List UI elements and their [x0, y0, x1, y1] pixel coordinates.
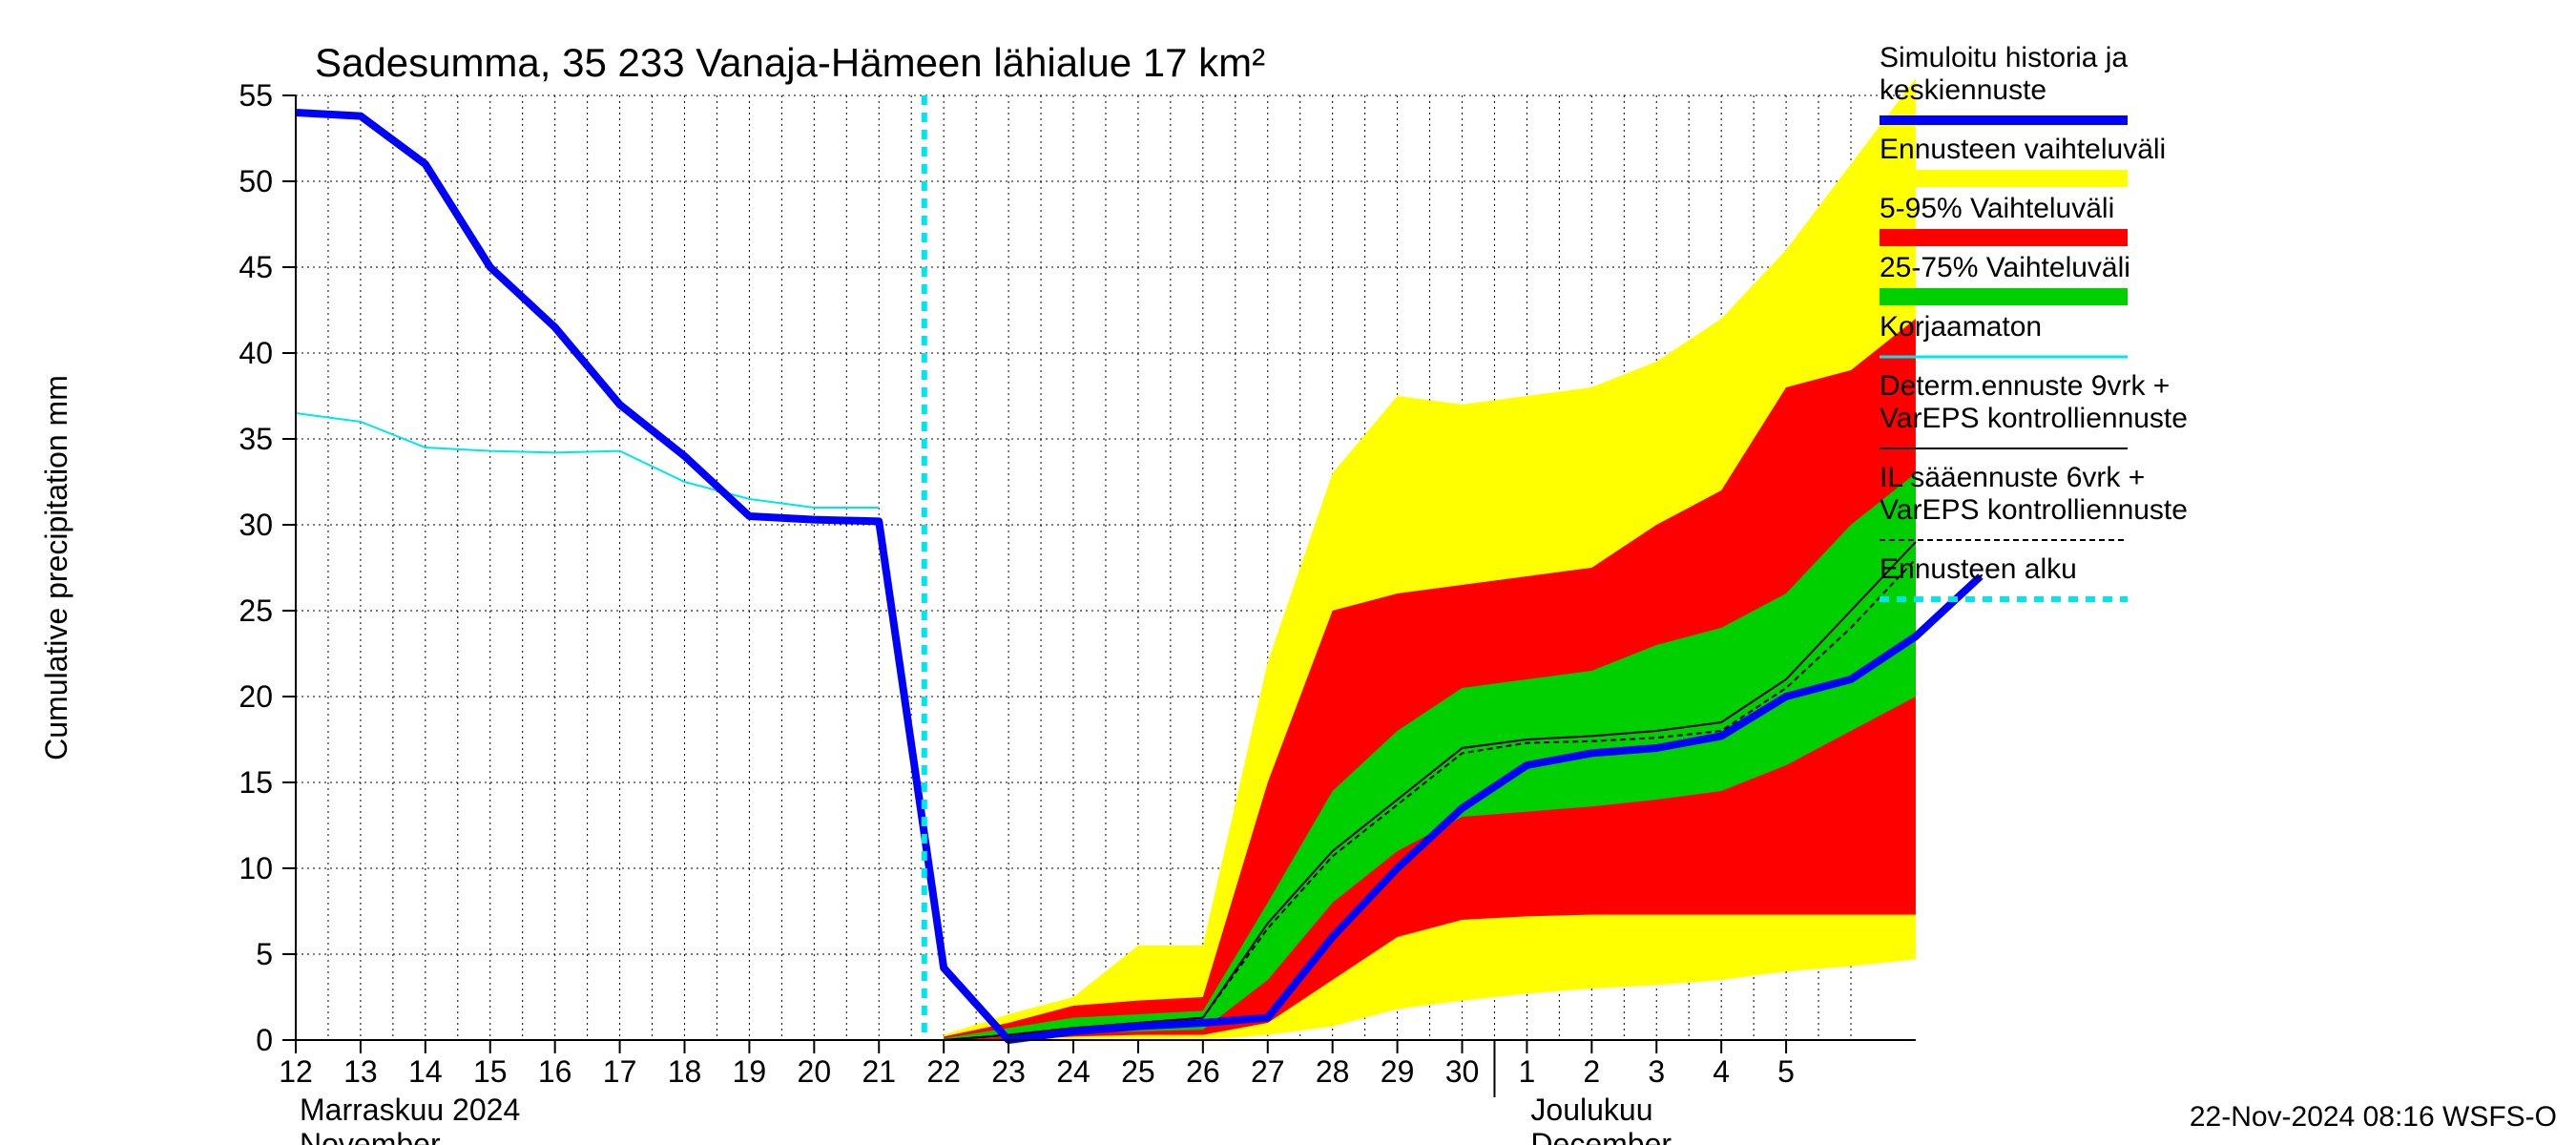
legend-swatch — [1880, 229, 2128, 246]
x-tick-label: 20 — [798, 1054, 832, 1089]
x-ticks: 1213141516171819202122232425262728293012… — [279, 1040, 1795, 1089]
chart-svg: 0510152025303540455055121314151617181920… — [0, 0, 2576, 1145]
x-tick-label: 26 — [1186, 1054, 1220, 1089]
legend-label: 5-95% Vaihteluväli — [1880, 193, 2114, 224]
y-tick-label: 25 — [239, 593, 273, 628]
x-tick-label: 14 — [408, 1054, 443, 1089]
legend-label: VarEPS kontrolliennuste — [1880, 403, 2188, 434]
x-tick-label: 30 — [1445, 1054, 1480, 1089]
x-tick-label: 3 — [1648, 1054, 1665, 1089]
x-tick-label: 17 — [603, 1054, 637, 1089]
x-tick-label: 24 — [1056, 1054, 1091, 1089]
x-tick-label: 12 — [279, 1054, 313, 1089]
x-tick-label: 25 — [1121, 1054, 1155, 1089]
y-ticks: 0 5 10 15 20 25 30 35 40 45 50 55 — [239, 78, 296, 1057]
y-tick-label: 20 — [239, 679, 273, 714]
x-tick-label: 2 — [1583, 1054, 1600, 1089]
y-tick-label: 40 — [239, 336, 273, 370]
legend-label: IL sääennuste 6vrk + — [1880, 462, 2145, 493]
month-label-en: December — [1530, 1127, 1672, 1145]
legend-label: Determ.ennuste 9vrk + — [1880, 370, 2170, 402]
y-tick-label: 10 — [239, 851, 273, 885]
y-tick-label: 5 — [256, 937, 273, 971]
x-tick-label: 15 — [473, 1054, 508, 1089]
x-tick-label: 18 — [668, 1054, 702, 1089]
line-korjaamaton — [296, 413, 879, 508]
chart-title: Sadesumma, 35 233 Vanaja-Hämeen lähialue… — [315, 40, 1265, 85]
y-tick-label: 55 — [239, 78, 273, 113]
x-tick-label: 28 — [1316, 1054, 1350, 1089]
legend-label: Ennusteen vaihteluväli — [1880, 134, 2166, 165]
x-tick-label: 23 — [991, 1054, 1026, 1089]
y-tick-label: 15 — [239, 765, 273, 800]
x-tick-label: 21 — [862, 1054, 896, 1089]
y-axis-label: Cumulative precipitation mm — [39, 375, 73, 760]
x-tick-label: 22 — [926, 1054, 961, 1089]
legend: Simuloitu historia jakeskiennuste Ennuste… — [1880, 42, 2188, 599]
month-labels: Marraskuu 2024November JoulukuuDecember — [300, 1093, 1672, 1145]
month-label-fi: Marraskuu 2024 — [300, 1093, 520, 1127]
legend-swatch — [1880, 288, 2128, 305]
x-tick-label: 27 — [1251, 1054, 1285, 1089]
y-tick-label: 30 — [239, 508, 273, 542]
legend-label: keskiennuste — [1880, 74, 2046, 106]
x-tick-label: 19 — [733, 1054, 767, 1089]
y-tick-label: 0 — [256, 1023, 273, 1057]
legend-label: 25-75% Vaihteluväli — [1880, 252, 2130, 283]
legend-label: Ennusteen alku — [1880, 553, 2077, 585]
y-tick-label: 50 — [239, 164, 273, 198]
x-tick-label: 13 — [343, 1054, 378, 1089]
y-tick-label: 45 — [239, 250, 273, 284]
legend-label: VarEPS kontrolliennuste — [1880, 494, 2188, 526]
x-tick-label: 1 — [1519, 1054, 1536, 1089]
y-tick-label: 35 — [239, 422, 273, 456]
x-tick-label: 29 — [1381, 1054, 1415, 1089]
month-label-en: November — [300, 1127, 441, 1145]
x-tick-label: 5 — [1777, 1054, 1795, 1089]
month-label-fi: Joulukuu — [1530, 1093, 1652, 1127]
footer-timestamp: 22-Nov-2024 08:16 WSFS-O — [2190, 1101, 2557, 1133]
x-tick-label: 4 — [1713, 1054, 1730, 1089]
legend-label: Simuloitu historia ja — [1880, 42, 2128, 73]
chart-container: 0510152025303540455055121314151617181920… — [0, 0, 2576, 1145]
x-tick-label: 16 — [538, 1054, 572, 1089]
legend-swatch — [1880, 170, 2128, 187]
legend-label: Korjaamaton — [1880, 311, 2042, 343]
